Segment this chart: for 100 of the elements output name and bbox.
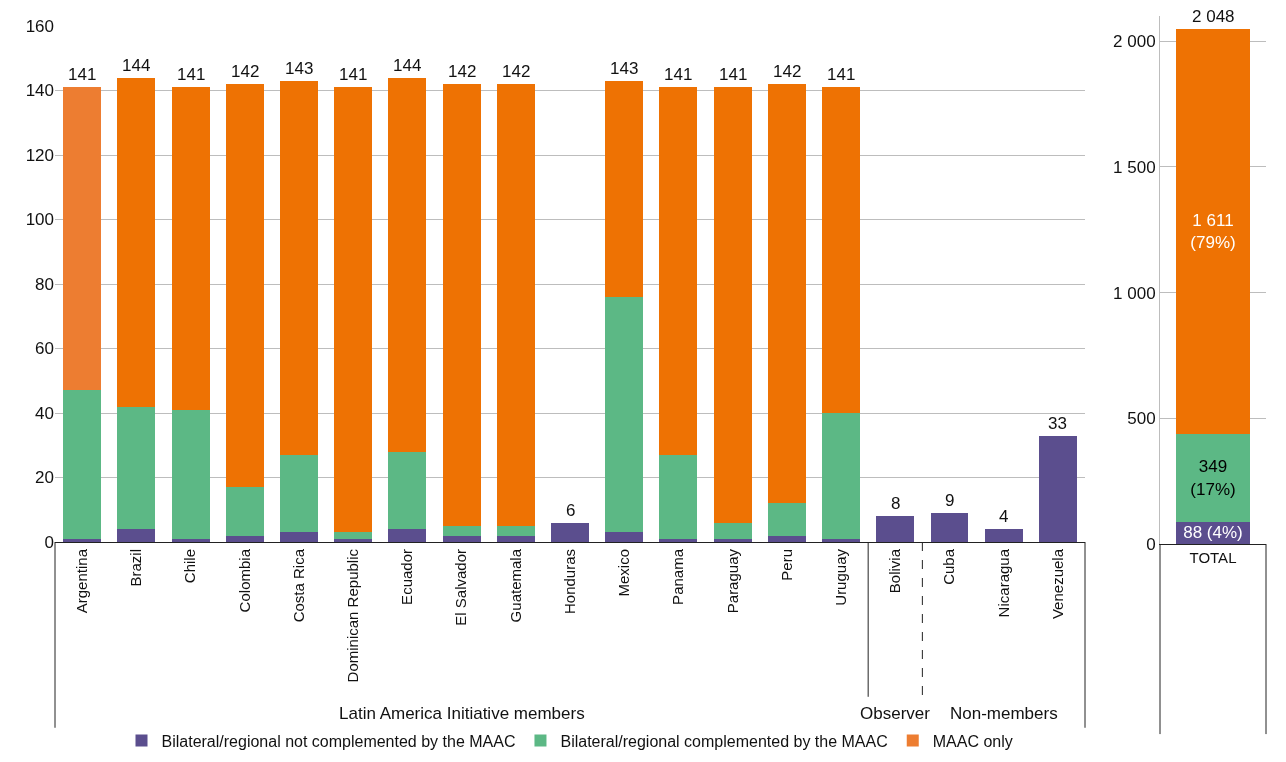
total-label: 6 [566, 501, 576, 520]
total-label: 141 [68, 65, 97, 84]
bar [63, 87, 102, 391]
total-label: 142 [502, 62, 531, 81]
x-tick-label: Brazil [127, 549, 145, 587]
bar [984, 529, 1023, 542]
x-tick-label: Venezuela [1048, 548, 1066, 620]
bar [225, 535, 264, 542]
bar [334, 538, 373, 542]
bar [659, 454, 698, 539]
bar [1175, 434, 1251, 522]
total-label: 4 [999, 507, 1009, 526]
total-label: 144 [393, 56, 422, 75]
bar [442, 535, 481, 542]
bar [822, 87, 861, 413]
bar [334, 87, 373, 533]
legend-label: Bilateral/regional not complemented by the MAAC [161, 732, 516, 750]
bar [767, 535, 806, 542]
total-label: 33 [1048, 414, 1067, 433]
y-tick-label: 0 [44, 532, 54, 552]
y-tick-label: 60 [35, 339, 54, 359]
x-tick-label: Colombia [235, 548, 253, 613]
legend-label: MAAC only [932, 732, 1013, 750]
y-tick-label: 2 000 [1113, 32, 1156, 52]
bar [334, 532, 373, 539]
bar [551, 522, 589, 542]
bar [822, 538, 861, 542]
x-tick-label: Mexico [615, 549, 633, 597]
y-tick-label: 160 [25, 16, 54, 36]
bar [713, 538, 752, 542]
bar [388, 529, 427, 542]
x-tick-label: Argentina [72, 548, 90, 614]
bar [496, 535, 535, 542]
x-tick-label: TOTAL [1189, 549, 1237, 566]
text: Non-members [950, 704, 1058, 723]
bar [822, 413, 861, 539]
data-label: 88 (4%) [1183, 523, 1243, 543]
bar [767, 84, 806, 504]
x-tick-label: Chile [181, 549, 199, 584]
bar [496, 525, 535, 536]
bar [713, 87, 752, 523]
bar [1038, 435, 1077, 542]
total-label: 143 [285, 59, 314, 78]
bar [713, 522, 752, 539]
x-tick-label: Dominican Republic [344, 548, 362, 683]
bar [442, 84, 481, 526]
y-tick-label: 20 [35, 468, 54, 488]
bar [171, 538, 210, 542]
bar [388, 451, 427, 530]
x-tick-label: Peru [777, 549, 795, 581]
data-label: 349 (17%) [1190, 457, 1236, 499]
bar [171, 87, 210, 410]
legend-label: Bilateral/regional complemented by the MAAC [560, 732, 888, 750]
x-tick-label: Cuba [940, 548, 958, 585]
total-label: 142 [231, 62, 260, 81]
y-tick-label: 80 [35, 274, 54, 294]
total-label: 141 [827, 65, 856, 84]
total-label: 141 [664, 65, 693, 84]
bar [117, 406, 156, 530]
x-tick-label: Panama [669, 548, 687, 605]
x-tick-label: El Salvador [452, 549, 470, 626]
bar [63, 538, 102, 542]
bar [605, 532, 644, 542]
bar [1175, 29, 1251, 435]
y-tick-label: 140 [25, 81, 54, 101]
bar [659, 538, 698, 542]
bar [171, 409, 210, 539]
y-tick-label: 1 000 [1113, 283, 1156, 303]
bar [117, 77, 156, 407]
text: Observer [860, 704, 931, 723]
x-tick-label: Guatemala [506, 548, 524, 623]
bar [767, 503, 806, 536]
total-label: 141 [339, 65, 368, 84]
bar [63, 390, 102, 539]
total-label: 142 [773, 62, 802, 81]
bar [279, 532, 318, 542]
x-tick-label: Bolivia [886, 548, 904, 594]
y-tick-label: 500 [1127, 409, 1156, 429]
total-label: 141 [177, 65, 206, 84]
y-tick-label: 100 [25, 210, 54, 230]
x-tick-label: Honduras [560, 549, 578, 615]
total-label: 8 [891, 494, 901, 513]
y-tick-label: 0 [1146, 534, 1156, 554]
bar [279, 80, 318, 455]
text: Latin America Initiative members [339, 704, 585, 723]
bar [659, 87, 698, 455]
bar [442, 525, 481, 536]
total-label: 9 [945, 491, 955, 510]
bar [605, 296, 644, 533]
y-tick-label: 1 500 [1113, 157, 1156, 177]
total-label: 2 048 [1192, 7, 1235, 26]
bar [496, 84, 535, 526]
total-label: 141 [719, 65, 748, 84]
bar [117, 529, 156, 542]
bar [225, 84, 264, 488]
x-tick-label: Paraguay [723, 548, 741, 614]
y-tick-label: 40 [35, 403, 54, 423]
total-label: 143 [610, 59, 639, 78]
bar [930, 512, 969, 542]
total-label: 142 [448, 62, 477, 81]
